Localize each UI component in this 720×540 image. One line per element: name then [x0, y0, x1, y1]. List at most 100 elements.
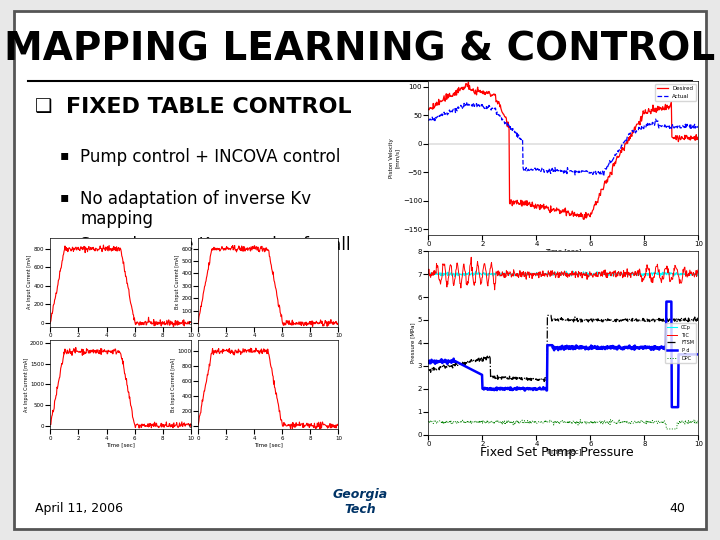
Desired: [464, 79, 473, 85]
Y-axis label: Ax Input Current [mA]: Ax Input Current [mA]: [24, 357, 29, 412]
Line: P_d: P_d: [428, 301, 698, 407]
Actual: [599, 173, 608, 179]
FTSM: [540, 379, 549, 385]
TIC: [490, 287, 499, 293]
Desired: [586, 213, 595, 220]
CCp: [472, 271, 481, 278]
DPC: [493, 418, 502, 424]
Desired: [580, 216, 588, 222]
TIC: [424, 271, 433, 277]
Actual: [462, 99, 471, 106]
CCp: [584, 272, 593, 278]
Desired: [694, 134, 703, 141]
CCp: [424, 269, 433, 275]
Line: CCp: CCp: [428, 271, 698, 276]
P_d: [604, 345, 613, 351]
Line: FTSM: FTSM: [428, 315, 698, 382]
TIC: [467, 254, 475, 260]
X-axis label: Time [sec]: Time [sec]: [106, 339, 135, 345]
CCp: [472, 268, 480, 274]
Line: Desired: Desired: [428, 82, 698, 219]
FTSM: [694, 318, 703, 325]
X-axis label: Time [sec]: Time [sec]: [253, 442, 283, 447]
Legend: Desired, Actual: Desired, Actual: [654, 84, 696, 101]
CCp: [629, 270, 637, 276]
Text: ❑: ❑: [35, 97, 53, 116]
FTSM: [547, 315, 556, 322]
CCp: [606, 272, 614, 278]
Text: No adaptation of inverse Kv
mapping: No adaptation of inverse Kv mapping: [80, 190, 311, 228]
Text: Georgia: Georgia: [333, 488, 387, 501]
CCp: [546, 272, 555, 278]
Text: ▪: ▪: [59, 190, 68, 204]
Text: FIXED TABLE CONTROL: FIXED TABLE CONTROL: [66, 97, 352, 117]
CCp: [694, 271, 703, 277]
Text: Fixed Set Pump Pressure: Fixed Set Pump Pressure: [480, 446, 634, 459]
Actual: [424, 117, 433, 124]
FTSM: [629, 315, 637, 322]
Actual: [571, 172, 580, 178]
FTSM: [424, 367, 433, 373]
DPC: [694, 421, 703, 427]
Actual: [688, 123, 697, 129]
TIC: [629, 269, 637, 275]
P_d: [694, 351, 703, 357]
TIC: [495, 269, 503, 275]
Actual: [553, 166, 562, 173]
Text: Same inverse Kv mapping for all
valves: Same inverse Kv mapping for all valves: [80, 237, 351, 275]
FTSM: [606, 317, 614, 323]
TIC: [694, 272, 703, 278]
P_d: [627, 346, 636, 352]
Y-axis label: Bx Input Current [mA]: Bx Input Current [mA]: [175, 255, 180, 309]
TIC: [584, 274, 593, 280]
Line: TIC: TIC: [428, 257, 698, 290]
FTSM: [493, 376, 502, 382]
Text: ▪: ▪: [59, 237, 68, 251]
Text: 40: 40: [669, 502, 685, 515]
TIC: [606, 271, 614, 277]
Desired: [688, 135, 697, 141]
Text: MAPPING LEARNING & CONTROL: MAPPING LEARNING & CONTROL: [4, 31, 716, 69]
DPC: [583, 418, 592, 425]
P_d: [546, 342, 555, 348]
DPC: [472, 420, 480, 426]
Desired: [647, 111, 655, 117]
Y-axis label: Bx Input Current [mA]: Bx Input Current [mA]: [171, 357, 176, 412]
Desired: [553, 207, 562, 213]
P_d: [583, 346, 592, 352]
DPC: [546, 418, 555, 424]
Actual: [694, 123, 703, 129]
Text: ▪: ▪: [59, 148, 68, 162]
X-axis label: Time [sec]: Time [sec]: [545, 448, 582, 455]
P_d: [493, 386, 502, 392]
Y-axis label: Piston Velocity
[mm/s]: Piston Velocity [mm/s]: [390, 138, 400, 178]
Line: DPC: DPC: [428, 419, 698, 429]
Desired: [571, 212, 580, 219]
DPC: [628, 418, 636, 425]
Line: Actual: Actual: [428, 103, 698, 176]
Text: Pump control + INCOVA control: Pump control + INCOVA control: [80, 148, 341, 166]
DPC: [615, 416, 624, 422]
X-axis label: Time [sec]: Time [sec]: [106, 442, 135, 447]
Text: Tech: Tech: [344, 503, 376, 516]
Desired: [554, 206, 563, 212]
FTSM: [584, 319, 593, 325]
DPC: [424, 418, 433, 425]
Y-axis label: Pressure [MPa]: Pressure [MPa]: [410, 322, 415, 363]
P_d: [667, 404, 676, 410]
Actual: [585, 169, 594, 176]
P_d: [662, 298, 671, 305]
FTSM: [543, 312, 552, 319]
TIC: [472, 266, 481, 273]
DPC: [662, 426, 671, 432]
Text: April 11, 2006: April 11, 2006: [35, 502, 123, 515]
FTSM: [472, 357, 480, 363]
CCp: [494, 271, 503, 277]
DPC: [604, 420, 613, 426]
Legend: CCp, TIC, FTSM, P_d, DPC: CCp, TIC, FTSM, P_d, DPC: [665, 323, 696, 362]
FancyBboxPatch shape: [14, 11, 706, 529]
Actual: [647, 121, 655, 127]
X-axis label: Time [sec]: Time [sec]: [545, 248, 582, 255]
TIC: [547, 268, 556, 274]
Actual: [554, 168, 563, 174]
